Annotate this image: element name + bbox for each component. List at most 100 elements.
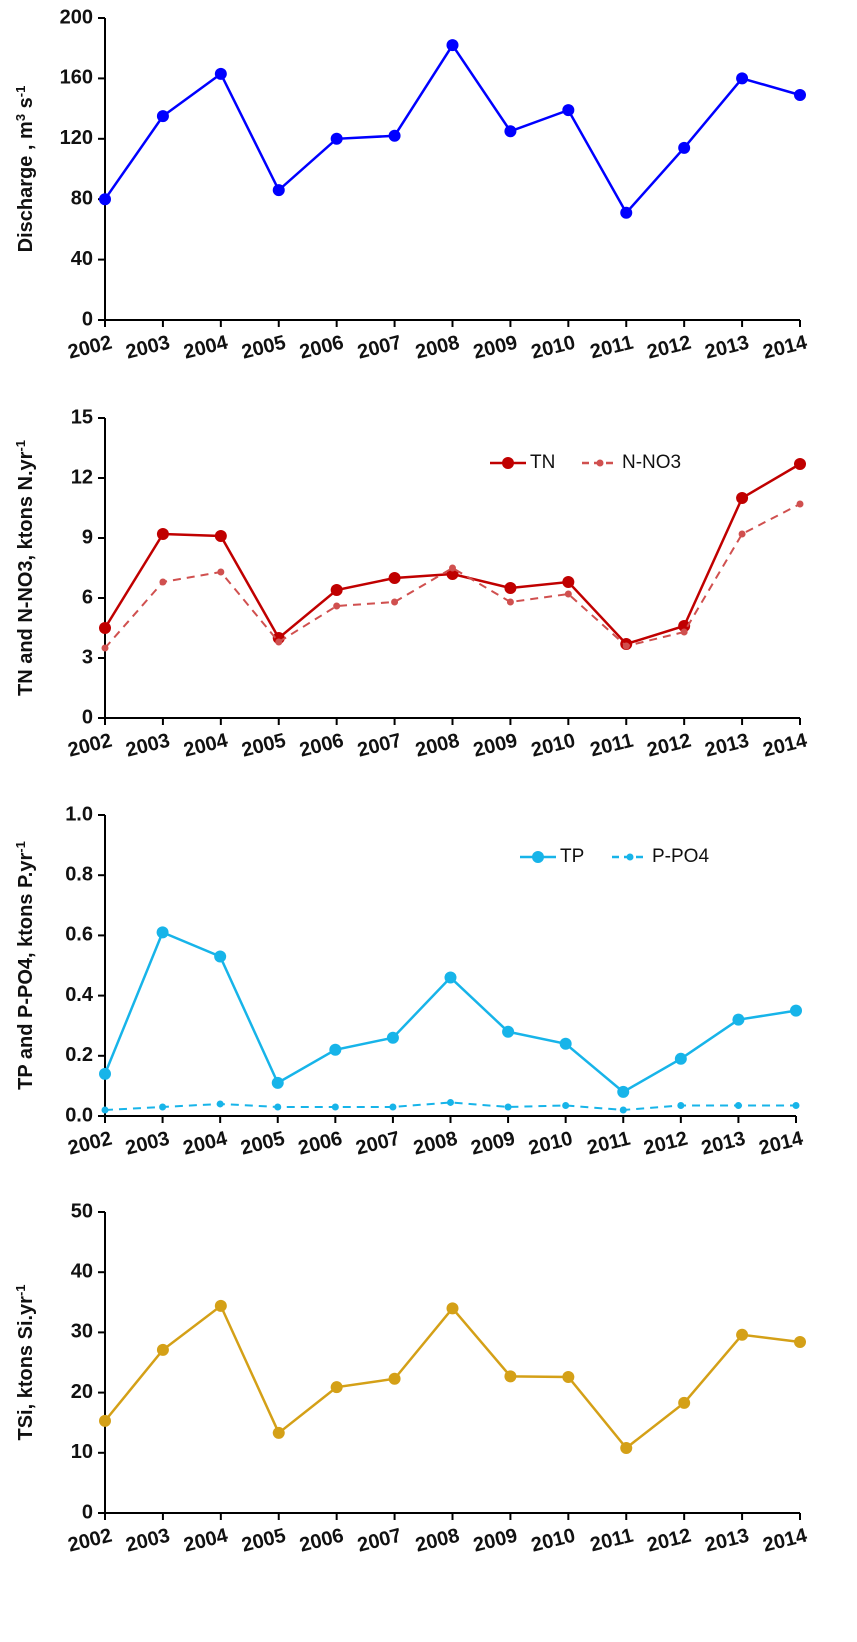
data-point xyxy=(444,971,457,984)
x-tick-label: 2009 xyxy=(471,332,520,364)
data-point xyxy=(330,584,343,596)
x-tick-label: 2005 xyxy=(239,1525,288,1557)
data-point xyxy=(794,458,806,470)
y-axis-label: TSi, ktons Si.yr-1 xyxy=(13,1284,38,1440)
data-point xyxy=(619,1106,627,1114)
data-point xyxy=(214,1299,227,1312)
data-point xyxy=(271,1076,284,1089)
x-tick-label: 2012 xyxy=(645,1525,694,1557)
y-tick-label: 80 xyxy=(71,187,93,209)
data-point xyxy=(794,89,806,102)
y-tick-label: 160 xyxy=(60,67,93,89)
x-tick-label: 2005 xyxy=(239,730,288,762)
x-tick-label: 2012 xyxy=(645,332,694,364)
data-point xyxy=(502,1025,515,1038)
y-tick-label: 10 xyxy=(71,1441,93,1463)
x-tick-label: 2013 xyxy=(703,332,752,364)
y-tick-label: 0 xyxy=(82,308,93,330)
data-point xyxy=(99,622,111,634)
y-tick-label: 6 xyxy=(82,586,93,608)
y-tick-label: 1.0 xyxy=(65,803,93,825)
data-point xyxy=(156,110,169,123)
data-point xyxy=(99,1414,111,1427)
data-point xyxy=(330,1381,343,1394)
y-tick-label: 12 xyxy=(71,466,93,488)
data-point xyxy=(386,1031,399,1044)
data-point xyxy=(796,500,804,508)
x-tick-label: 2014 xyxy=(757,1127,806,1159)
data-point xyxy=(101,644,109,652)
x-tick-label: 2008 xyxy=(413,332,462,364)
legend-label: TP xyxy=(560,846,584,867)
data-point xyxy=(272,1426,285,1439)
data-point xyxy=(794,1336,806,1349)
chart-panel-3: 0.0 0.2 0.4 0.6 0.8 1.0 2002 2003 2004 2005 2006 20… xyxy=(13,803,807,1159)
y-tick-label: 120 xyxy=(60,127,93,149)
y-axis-label: TP and P-PO4, ktons P.yr-1 xyxy=(13,841,38,1090)
data-point xyxy=(674,1052,687,1065)
data-point xyxy=(678,620,691,632)
legend-marker xyxy=(626,853,634,861)
y-tick-label: 0.6 xyxy=(65,924,93,946)
data-point xyxy=(562,576,575,588)
x-tick-label: 2006 xyxy=(297,730,346,762)
y-tick-label: 50 xyxy=(71,1200,93,1222)
y-tick-label: 200 xyxy=(60,6,93,28)
x-tick-label: 2002 xyxy=(66,1128,115,1160)
x-tick-label: 2008 xyxy=(413,1525,462,1557)
y-tick-label: 0.4 xyxy=(65,984,94,1006)
data-point xyxy=(506,598,514,606)
x-tick-label: 2011 xyxy=(585,1128,632,1160)
y-tick-label: 9 xyxy=(82,526,93,548)
legend-item: TN xyxy=(490,452,555,473)
data-point xyxy=(562,1101,570,1109)
y-tick-label: 0.8 xyxy=(65,863,93,885)
data-point xyxy=(101,1106,109,1114)
x-tick-label: 2007 xyxy=(354,1128,403,1160)
data-point xyxy=(329,1043,342,1056)
x-tick-label: 2013 xyxy=(703,1525,752,1557)
x-tick-label: 2007 xyxy=(355,1525,404,1557)
y-tick-label: 30 xyxy=(71,1321,93,1343)
data-point xyxy=(678,1396,691,1409)
data-point xyxy=(677,1101,685,1109)
x-tick-label: 2014 xyxy=(761,729,810,761)
legend: TN N-NO3 xyxy=(490,452,681,473)
x-tick-label: 2003 xyxy=(124,730,173,762)
y-tick-label: 3 xyxy=(82,646,93,668)
data-point xyxy=(738,530,746,538)
data-point xyxy=(217,568,225,576)
data-point xyxy=(680,628,688,636)
data-point xyxy=(620,1441,633,1454)
series-line-main xyxy=(104,1303,801,1450)
x-tick-label: 2011 xyxy=(588,730,635,762)
y-axis-label: TN and N-NO3, ktons N.yr-1 xyxy=(13,440,38,696)
data-point xyxy=(732,1013,745,1026)
data-point xyxy=(736,1328,749,1341)
x-tick-label: 2004 xyxy=(182,1524,231,1556)
data-point xyxy=(790,1004,802,1017)
x-tick-label: 2010 xyxy=(526,1128,575,1160)
data-point xyxy=(564,590,572,598)
data-point xyxy=(331,1103,339,1111)
y-tick-label: 0 xyxy=(82,706,93,728)
data-point xyxy=(447,1098,454,1106)
data-point xyxy=(214,950,227,963)
x-tick-label: 2011 xyxy=(588,332,635,364)
y-tick-label: 0.0 xyxy=(65,1104,93,1126)
x-tick-label: 2009 xyxy=(469,1128,518,1160)
data-point xyxy=(156,926,169,939)
legend-item: N-NO3 xyxy=(582,452,681,473)
data-point xyxy=(388,1372,401,1385)
x-tick-label: 2005 xyxy=(238,1128,287,1160)
x-tick-label: 2014 xyxy=(761,331,810,363)
data-point xyxy=(391,598,399,606)
x-tick-label: 2007 xyxy=(355,332,404,364)
data-point xyxy=(99,193,111,206)
legend-marker xyxy=(596,459,604,467)
x-tick-label: 2008 xyxy=(413,730,462,762)
data-point xyxy=(562,1370,575,1383)
data-point xyxy=(272,184,285,197)
data-point xyxy=(216,1100,224,1108)
x-tick-label: 2012 xyxy=(642,1128,691,1160)
